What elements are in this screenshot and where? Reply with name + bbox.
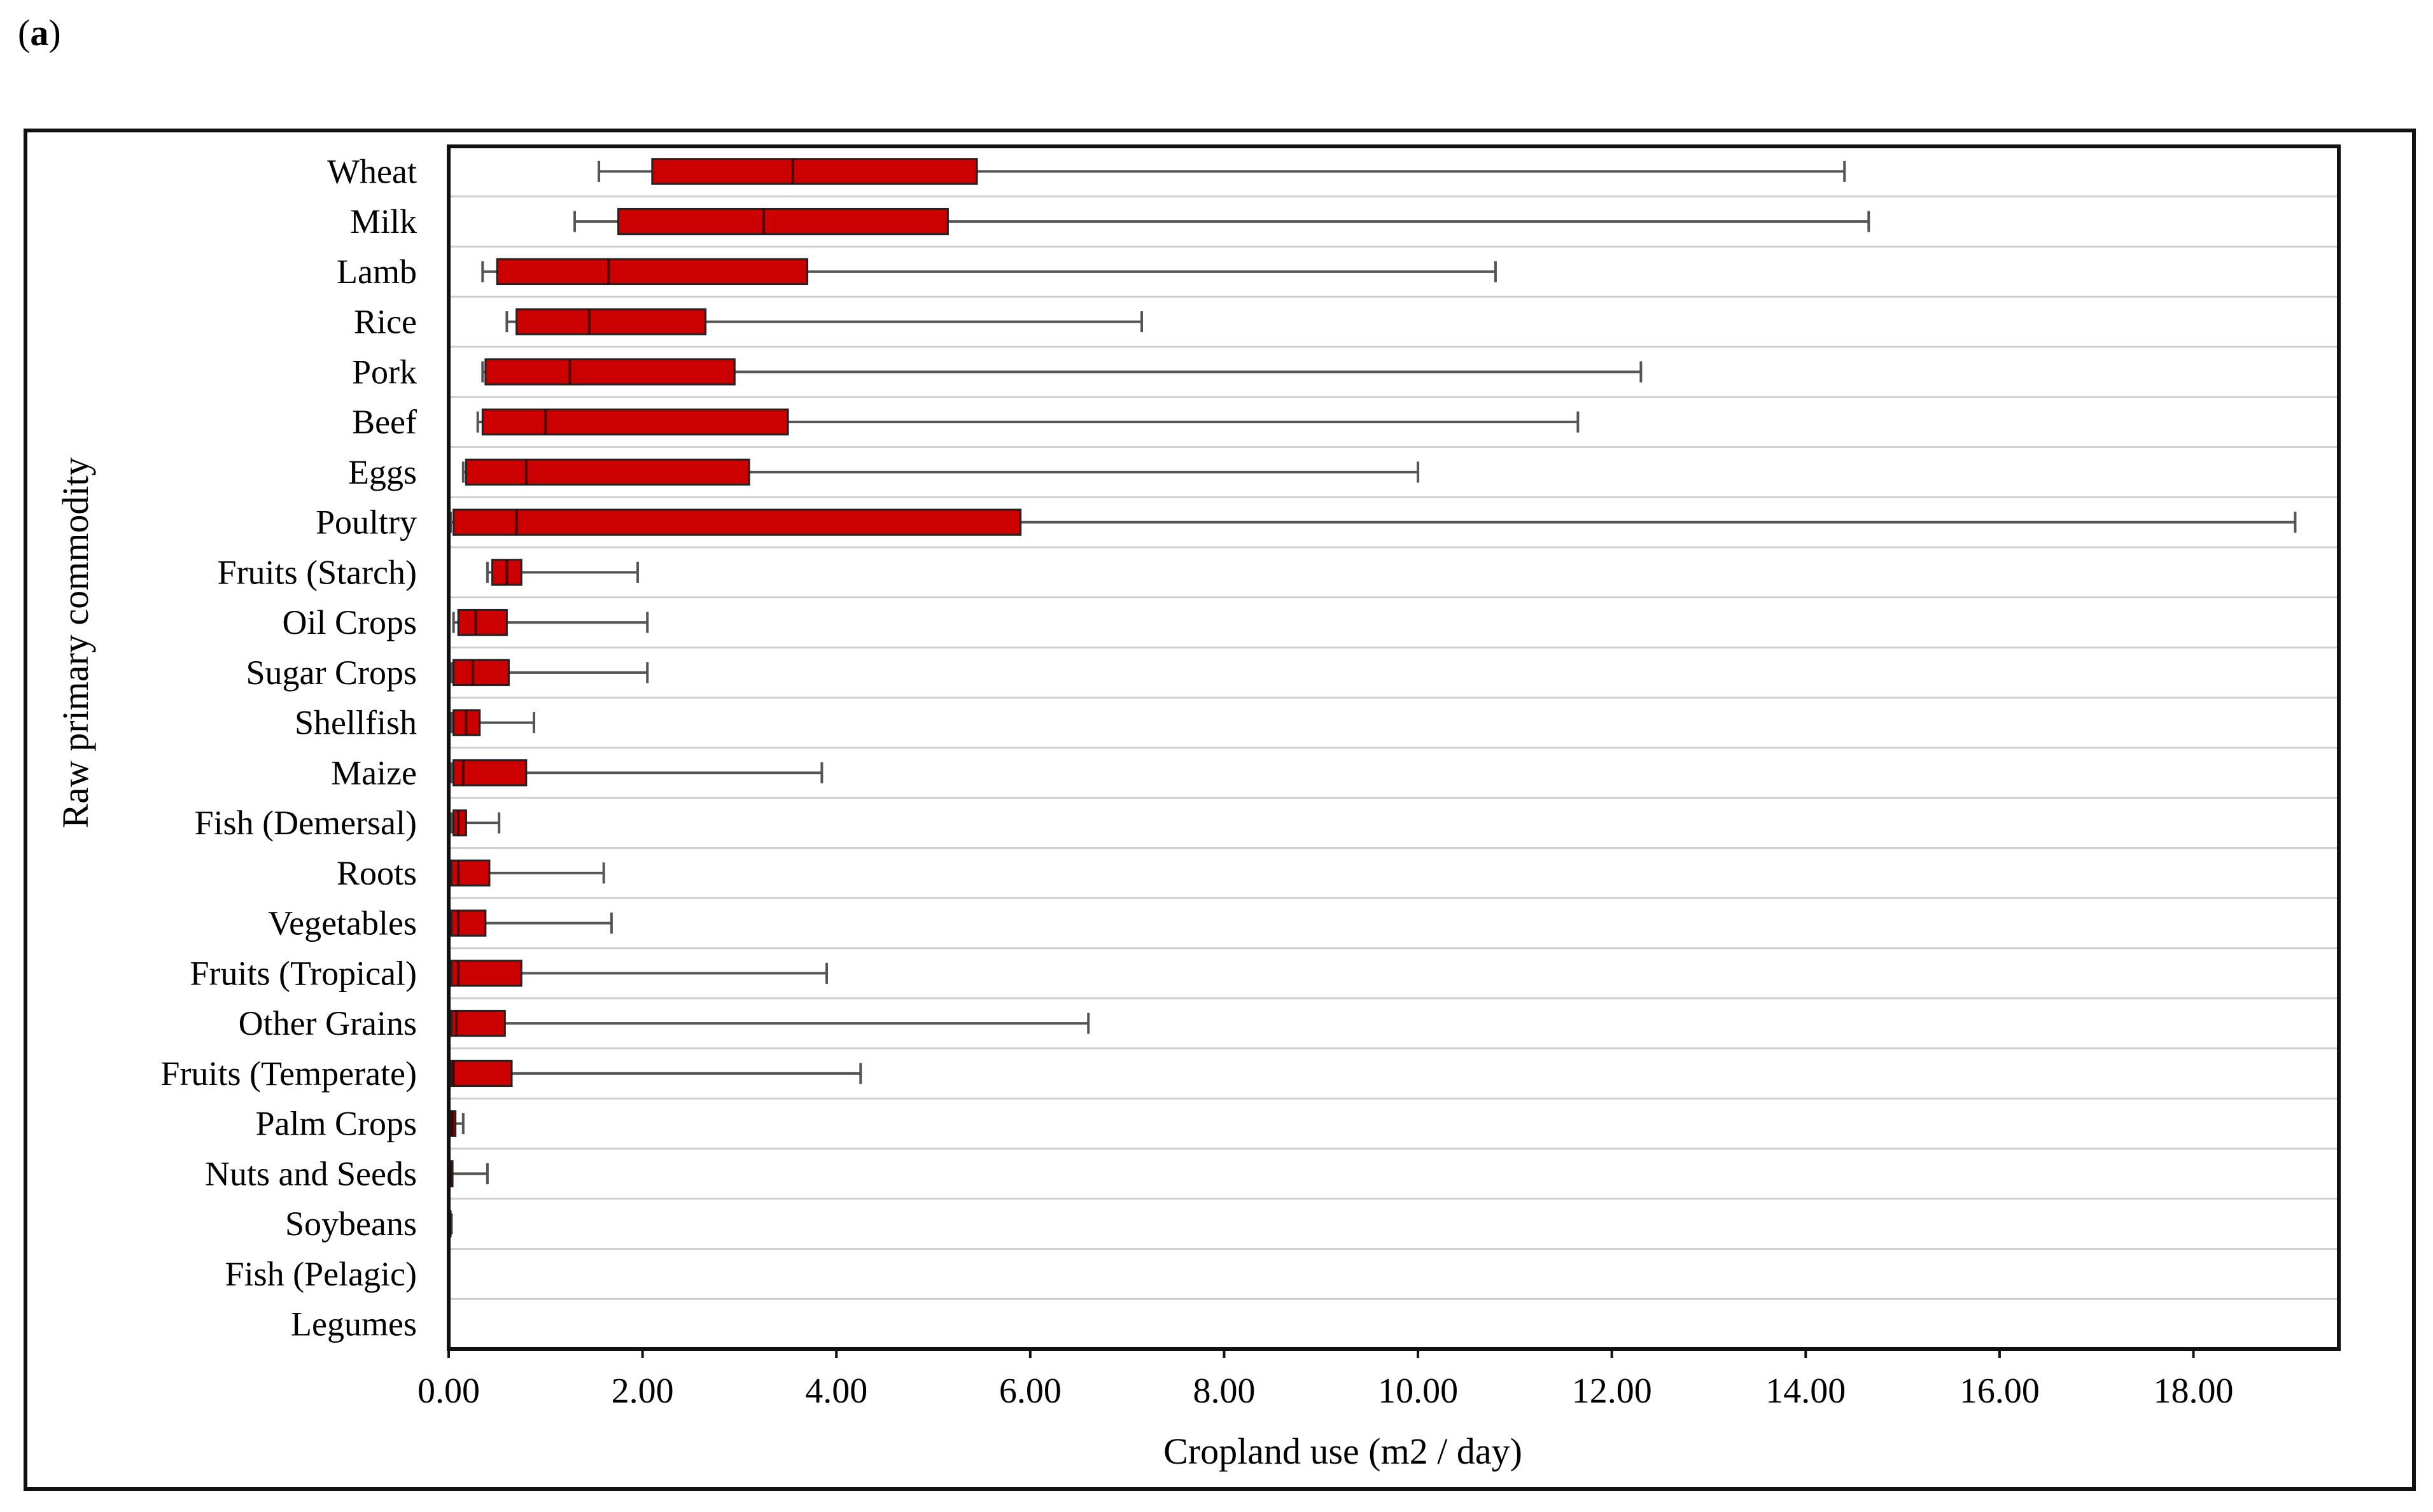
category-label: Lamb [337, 253, 417, 291]
category-label: Fish (Pelagic) [225, 1255, 417, 1293]
iqr-box [451, 1060, 513, 1088]
category-label: Pork [352, 353, 417, 391]
category-label: Fish (Demersal) [195, 804, 417, 842]
box-series [447, 158, 2297, 1238]
box-shellfish [450, 709, 536, 736]
box-fruits-temperate [449, 1060, 862, 1088]
category-label: Nuts and Seeds [205, 1154, 417, 1193]
box-fish-demersal [450, 809, 501, 837]
iqr-box [481, 408, 789, 436]
category-labels: Wheat Milk Lamb Rice Pork Beef Eggs Poultry Frui… [160, 152, 417, 1343]
box-poultry [449, 508, 2297, 536]
iqr-box [484, 358, 736, 386]
iqr-box [452, 659, 510, 687]
category-label: Vegetables [268, 904, 417, 942]
x-tick-label: 16.00 [1960, 1371, 2040, 1411]
box-roots [449, 859, 605, 887]
category-label: Fruits (Tropical) [190, 954, 417, 992]
category-label: Eggs [348, 453, 417, 491]
category-label: Palm Crops [255, 1105, 417, 1143]
category-label: Wheat [327, 152, 417, 190]
category-label: Poultry [316, 503, 417, 542]
iqr-box [496, 258, 809, 286]
x-tick-label: 14.00 [1765, 1371, 1846, 1411]
category-label: Legumes [291, 1305, 417, 1343]
x-tick-label: 8.00 [1193, 1371, 1255, 1411]
box-vegetables [449, 909, 613, 937]
box-eggs [461, 458, 1420, 486]
x-tick-label: 18.00 [2154, 1371, 2234, 1411]
chart-outer-frame [24, 129, 2416, 1491]
box-nuts-and-seeds [448, 1160, 489, 1187]
iqr-box [452, 759, 528, 787]
category-label: Shellfish [295, 704, 417, 742]
iqr-box [651, 158, 978, 185]
box-fruits-starch [486, 559, 639, 586]
box-other-grains [449, 1009, 1090, 1037]
iqr-box [617, 207, 949, 235]
box-palm-crops [448, 1110, 465, 1137]
box-milk [573, 207, 1870, 235]
iqr-box [465, 458, 750, 486]
category-label: Oil Crops [282, 603, 417, 641]
x-tick-label: 6.00 [999, 1371, 1062, 1411]
panel-letter: a [30, 12, 49, 53]
grid-lines [449, 195, 2339, 1300]
box-fruits-tropical [449, 960, 828, 987]
box-pork [481, 358, 1643, 386]
box-beef [476, 408, 1580, 436]
panel-label: (a) [18, 12, 61, 53]
box-wheat [598, 158, 1846, 185]
x-tick-label: 0.00 [417, 1371, 480, 1411]
category-label: Sugar Crops [246, 654, 417, 692]
plot-area-frame [447, 144, 2341, 1351]
y-axis-title: Raw primary commodity [55, 457, 96, 828]
box-sugar-crops [450, 659, 649, 687]
category-label: Other Grains [239, 1004, 417, 1042]
category-label: Rice [354, 303, 417, 341]
iqr-box [451, 909, 487, 937]
category-label: Maize [331, 753, 417, 792]
category-label: Beef [352, 403, 417, 441]
box-maize [450, 759, 824, 787]
iqr-box [452, 508, 1022, 536]
iqr-box [515, 308, 707, 335]
category-label: Fruits (Starch) [218, 553, 417, 591]
x-tick-label: 2.00 [612, 1371, 674, 1411]
x-axis-title: Cropland use (m2 / day) [1163, 1431, 1522, 1472]
iqr-box [457, 608, 508, 636]
x-tick-label: 10.00 [1378, 1371, 1458, 1411]
x-axis-ticks: 0.00 2.00 4.00 6.00 8.00 10.00 12.00 14.00 16.00… [417, 1349, 2234, 1411]
category-label: Fruits (Temperate) [160, 1054, 417, 1093]
box-oil-crops [452, 608, 649, 636]
x-tick-label: 12.00 [1572, 1371, 1652, 1411]
category-label: Soybeans [285, 1205, 417, 1243]
category-label: Milk [350, 202, 417, 241]
box-lamb [481, 258, 1497, 286]
x-tick-label: 4.00 [805, 1371, 867, 1411]
category-label: Roots [337, 854, 417, 892]
iqr-box [451, 1009, 506, 1037]
iqr-box [451, 960, 522, 987]
iqr-box [452, 809, 467, 837]
box-rice [505, 308, 1143, 335]
